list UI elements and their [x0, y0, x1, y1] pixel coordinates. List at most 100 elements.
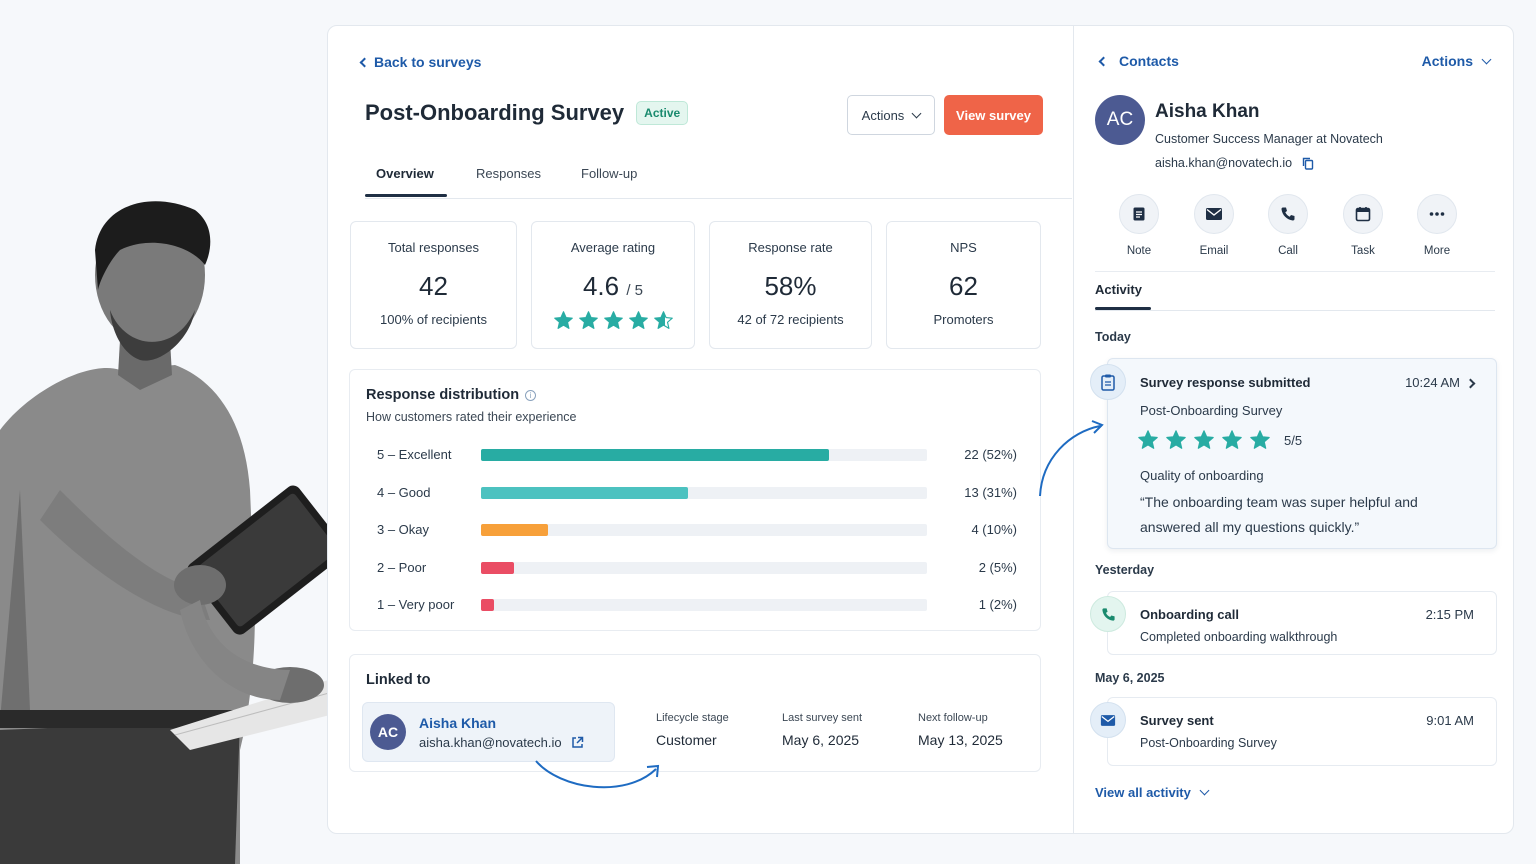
- activity-time: 10:24 AM: [1405, 375, 1460, 390]
- star-icon: [603, 311, 623, 329]
- response-quote-line: “The onboarding team was super helpful a…: [1140, 494, 1418, 510]
- contact-email: aisha.khan@novatech.io: [1155, 156, 1314, 170]
- more-button[interactable]: [1417, 194, 1457, 234]
- chevron-down-icon: [1481, 54, 1492, 64]
- response-distribution-card: Response distribution i How customers ra…: [349, 369, 1041, 631]
- chevron-down-icon: [1199, 785, 1210, 796]
- activity-onboarding-call[interactable]: Onboarding call 2:15 PM Completed onboar…: [1090, 591, 1497, 655]
- back-to-surveys-link[interactable]: Back to surveys: [359, 54, 481, 70]
- distribution-bar: [481, 449, 829, 461]
- distribution-subtitle: How customers rated their experience: [366, 410, 577, 424]
- quick-action-email[interactable]: Email: [1184, 194, 1244, 257]
- star-icon: [1222, 430, 1242, 449]
- quick-action-task[interactable]: Task: [1333, 194, 1393, 257]
- quick-action-more[interactable]: More: [1407, 194, 1467, 257]
- stat-value: 58%: [764, 271, 817, 301]
- rating-value: 4.6: [582, 271, 620, 301]
- linked-to-card: Linked to AC Aisha Khan aisha.khan@novat…: [349, 654, 1041, 772]
- chevron-right-icon[interactable]: [1465, 378, 1476, 389]
- distribution-row-label: 2 – Poor: [377, 559, 427, 575]
- copy-icon[interactable]: [1302, 157, 1314, 170]
- email-button[interactable]: [1194, 194, 1234, 234]
- stat-label: Response rate: [748, 240, 833, 255]
- linked-contact-card[interactable]: AC Aisha Khan aisha.khan@novatech.io: [362, 702, 615, 762]
- contact-email-text: aisha.khan@novatech.io: [1155, 156, 1293, 170]
- activity-survey-sent[interactable]: Survey sent 9:01 AM Post-Onboarding Surv…: [1090, 697, 1497, 766]
- distribution-row: 1 – Very poor 1 (2%): [377, 595, 1017, 615]
- activity-survey-response[interactable]: Survey response submitted 10:24 AM Post-…: [1090, 358, 1497, 549]
- distribution-bar-track: [481, 449, 927, 461]
- tab-follow-up[interactable]: Follow-up: [581, 166, 638, 181]
- last-survey-sent: Last survey sent May 6, 2025: [782, 712, 862, 748]
- stat-nps: NPS 62 Promoters: [886, 221, 1041, 349]
- contact-role: Customer Success Manager at Novatech: [1155, 132, 1383, 146]
- meta-label: Next follow-up: [918, 712, 988, 724]
- tab-overview[interactable]: Overview: [376, 166, 434, 181]
- quick-action-label: Note: [1126, 245, 1152, 257]
- phone-icon: [1281, 207, 1295, 221]
- contacts-back-link[interactable]: Contacts: [1098, 53, 1179, 69]
- distribution-bar: [481, 524, 548, 536]
- distribution-row: 4 – Good 13 (31%): [377, 483, 1017, 503]
- stat-label: Total responses: [387, 240, 480, 255]
- contact-actions-label: Actions: [1421, 53, 1473, 69]
- distribution-row-count: 22 (52%): [964, 447, 1017, 462]
- chevron-down-icon: [911, 108, 922, 118]
- note-icon: [1133, 207, 1145, 221]
- activity-title: Onboarding call: [1140, 607, 1239, 622]
- distribution-row-label: 1 – Very poor: [377, 597, 455, 612]
- meta-value: May 13, 2025: [918, 732, 1003, 748]
- rating-scale: / 5: [626, 282, 644, 299]
- divider: [1095, 271, 1495, 272]
- stat-value: 42: [419, 271, 448, 301]
- distribution-bar-track: [481, 561, 927, 574]
- info-icon[interactable]: i: [525, 389, 537, 401]
- distribution-title-text: Response distribution: [366, 387, 520, 403]
- activity-description: Completed onboarding walkthrough: [1140, 630, 1338, 644]
- calendar-icon: [1355, 207, 1371, 222]
- quick-action-label: Task: [1351, 245, 1375, 257]
- active-tab-indicator: [365, 194, 447, 197]
- email-icon: [1100, 714, 1116, 726]
- distribution-bar-track: [481, 599, 927, 611]
- meta-label: Last survey sent: [782, 712, 863, 724]
- chevron-left-icon: [359, 57, 370, 67]
- quick-action-label: Call: [1278, 245, 1298, 257]
- star-icon: [1250, 430, 1270, 449]
- activity-time: 9:01 AM: [1426, 713, 1474, 728]
- contacts-back-label: Contacts: [1119, 53, 1179, 69]
- tab-activity[interactable]: Activity: [1095, 282, 1142, 297]
- star-icon: [1194, 430, 1214, 449]
- stat-label: Average rating: [570, 240, 656, 255]
- tab-bar: Overview Responses Follow-up: [365, 161, 1072, 199]
- distribution-bar: [481, 486, 689, 499]
- actions-label: Actions: [861, 107, 905, 123]
- distribution-row-label: 5 – Excellent: [377, 447, 452, 462]
- quick-action-note[interactable]: Note: [1109, 194, 1169, 257]
- tab-responses[interactable]: Responses: [476, 166, 542, 181]
- response-question: Quality of onboarding: [1140, 468, 1264, 483]
- group-label-today: Today: [1095, 330, 1131, 344]
- stat-sub: 100% of recipients: [380, 312, 487, 327]
- quick-action-call[interactable]: Call: [1258, 194, 1318, 257]
- distribution-row: 5 – Excellent 22 (52%): [377, 445, 1017, 465]
- group-label-date: May 6, 2025: [1095, 671, 1165, 685]
- page-title: Post-Onboarding Survey: [365, 100, 625, 125]
- linked-contact-name[interactable]: Aisha Khan: [419, 715, 497, 731]
- external-link-icon[interactable]: [571, 736, 584, 749]
- distribution-bar: [481, 561, 515, 574]
- contact-actions-dropdown[interactable]: Actions: [1421, 53, 1492, 69]
- call-button[interactable]: [1268, 194, 1308, 234]
- distribution-row-count: 2 (5%): [978, 559, 1017, 575]
- note-button[interactable]: [1119, 194, 1159, 234]
- distribution-title: Response distribution i: [366, 387, 537, 403]
- star-icon: [653, 311, 673, 329]
- clipboard-icon: [1101, 374, 1115, 391]
- view-survey-button[interactable]: View survey: [944, 95, 1043, 135]
- activity-description: Post-Onboarding Survey: [1140, 736, 1277, 750]
- actions-dropdown-button[interactable]: Actions: [847, 95, 935, 135]
- task-button[interactable]: [1343, 194, 1383, 234]
- activity-survey-name: Post-Onboarding Survey: [1140, 403, 1283, 418]
- distribution-row: 3 – Okay 4 (10%): [377, 520, 1017, 540]
- view-all-activity-link[interactable]: View all activity: [1095, 785, 1210, 800]
